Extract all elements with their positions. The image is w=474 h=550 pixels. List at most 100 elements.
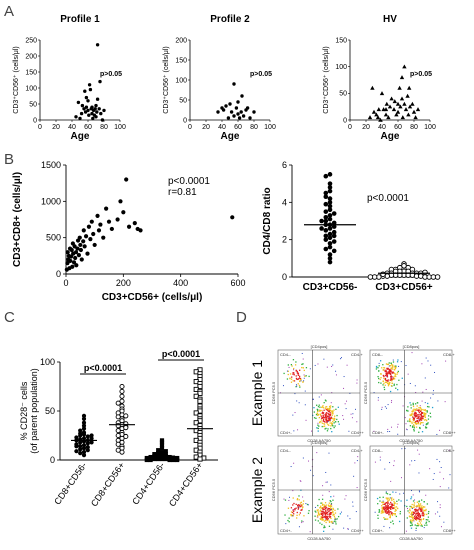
flow-scatter-dot <box>379 456 381 458</box>
flow-event-dot <box>386 376 389 378</box>
flow-event-dot <box>302 506 304 508</box>
c-category-label: CD4+CD56+ <box>167 460 205 508</box>
flow-event-dot <box>329 513 331 515</box>
flow-scatter-dot <box>427 360 429 362</box>
flow-scatter-dot <box>448 487 450 489</box>
flow-event-dot <box>329 411 331 414</box>
flow-event-dot <box>321 411 324 413</box>
c-point-0 <box>74 449 79 454</box>
flow-event-dot <box>423 501 425 503</box>
flow-scatter-dot <box>425 494 427 496</box>
flow-event-dot <box>395 509 397 511</box>
flow-event-dot <box>292 372 294 374</box>
flow-event-dot <box>380 510 383 512</box>
b2-y-tick-label: 0 <box>282 272 287 282</box>
b2-point-0 <box>327 200 333 205</box>
flow-scatter-dot <box>437 501 439 503</box>
flow-event-dot <box>326 408 328 410</box>
b1-point <box>71 260 77 265</box>
flow-scatter-dot <box>400 361 402 363</box>
flow-scatter-dot <box>401 448 403 450</box>
flow-scatter-dot <box>387 431 389 433</box>
flow-event-dot <box>323 423 326 425</box>
c-point-2 <box>159 456 165 462</box>
flow-event-dot <box>379 378 381 381</box>
flow-event-dot <box>319 510 321 512</box>
flow-event-dot <box>327 513 329 516</box>
c-point-0 <box>81 436 87 441</box>
flow-event-dot <box>386 498 388 500</box>
flow-x-label: CD28 AA750 <box>307 536 331 541</box>
flow-event-dot <box>298 495 300 497</box>
flow-event-dot <box>417 511 419 513</box>
b2-point-0 <box>327 207 333 213</box>
flow-scatter-dot <box>419 491 421 493</box>
b2-point-0 <box>331 224 337 229</box>
c-point-2 <box>159 453 165 458</box>
flow-event-dot <box>412 513 415 516</box>
b2-point-0 <box>323 209 329 214</box>
flow-scatter-dot <box>403 492 405 494</box>
b2-point-0 <box>331 233 337 239</box>
flow-event-dot <box>381 367 383 369</box>
flow-event-dot <box>321 512 323 515</box>
flow-event-dot <box>323 513 325 515</box>
flow-scatter-dot <box>386 407 388 409</box>
flow-event-dot <box>332 508 335 510</box>
example-label-2: Example 2 <box>249 457 265 523</box>
flow-scatter-dot <box>432 478 434 480</box>
flow-event-dot <box>330 427 332 430</box>
flow-event-dot <box>319 421 321 423</box>
flow-event-dot <box>392 377 395 379</box>
flow-event-dot <box>386 518 389 520</box>
flow-event-dot <box>388 497 390 499</box>
a3-point <box>402 101 407 106</box>
flow-event-dot <box>390 521 392 524</box>
flow-event-dot <box>332 418 334 420</box>
flow-event-dot <box>326 507 328 509</box>
a2-point <box>232 82 236 86</box>
flow-event-dot <box>294 508 296 510</box>
flow-event-dot <box>389 493 391 496</box>
flow-event-dot <box>302 503 304 505</box>
flow-event-dot <box>416 408 418 410</box>
flow-event-dot <box>415 415 417 417</box>
flow-event-dot <box>388 370 390 373</box>
flow-event-dot <box>336 414 338 417</box>
flow-scatter-dot <box>381 406 383 408</box>
flow-event-dot <box>418 500 420 502</box>
a3-point <box>371 109 377 114</box>
a2-y-tick-label: 0 <box>183 117 187 124</box>
flow-scatter-dot <box>307 504 309 506</box>
b1-point <box>78 242 83 248</box>
flow-event-dot <box>378 510 381 512</box>
flow-gate-label: CD4++ <box>351 528 364 533</box>
flow-event-dot <box>399 513 401 515</box>
flow-scatter-dot <box>314 506 316 508</box>
flow-scatter-dot <box>328 452 330 454</box>
b2-point-0 <box>327 203 333 209</box>
flow-event-dot <box>301 363 303 366</box>
flow-event-dot <box>413 430 415 432</box>
flow-event-dot <box>391 378 393 380</box>
flow-event-dot <box>318 421 321 424</box>
flow-event-dot <box>287 370 289 372</box>
flow-event-dot <box>327 418 329 420</box>
flow-scatter-dot <box>412 508 414 510</box>
flow-event-dot <box>315 511 317 513</box>
flow-event-dot <box>321 425 323 428</box>
flow-event-dot <box>419 516 421 519</box>
b1-point <box>81 239 86 244</box>
flow-scatter-dot <box>327 421 329 423</box>
flow-event-dot <box>302 367 305 369</box>
b2-point-0 <box>323 173 329 179</box>
flow-event-dot <box>392 364 394 366</box>
flow-event-dot <box>292 504 294 506</box>
flow-scatter-dot <box>292 414 294 416</box>
c-point-0 <box>78 444 83 449</box>
flow-event-dot <box>325 506 327 508</box>
flow-event-dot <box>382 510 384 512</box>
flow-event-dot <box>316 408 319 411</box>
flow-event-dot <box>411 522 413 524</box>
flow-event-dot <box>323 526 325 529</box>
